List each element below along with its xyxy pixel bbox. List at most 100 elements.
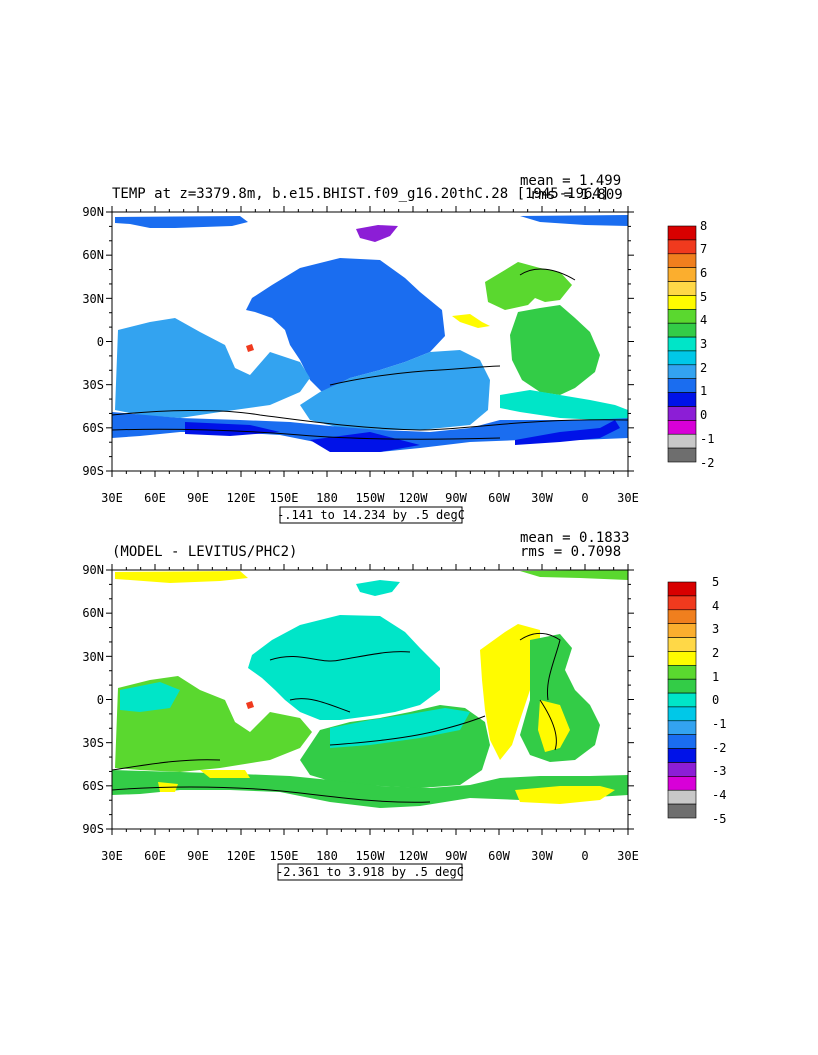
ocean-region: [452, 314, 490, 328]
lat-axis-labels: 90N 60N 30N 0 30S 60S 90S: [82, 563, 104, 836]
lon-label: 120W: [399, 849, 429, 863]
colorbar-swatch: [667, 433, 697, 449]
ocean-region: [120, 682, 180, 712]
colorbar-label: 0: [700, 408, 707, 422]
colorbar-swatch: [667, 225, 697, 241]
colorbar-labels: 8 7 6 5 4 3 2 1 0 -1 -2: [700, 219, 714, 470]
ocean-region: [115, 216, 248, 228]
colorbar-swatch: [667, 295, 697, 310]
contour-line: [329, 365, 501, 386]
contour-line: [519, 268, 576, 281]
ocean-region: [185, 422, 280, 436]
colorbar-swatch: [667, 664, 697, 680]
colorbar-label: 5: [700, 290, 707, 304]
colorbar-label: -2: [712, 741, 726, 755]
ocean-region: [248, 615, 440, 720]
colorbar-swatch: [667, 336, 697, 352]
colorbar-swatch: [667, 350, 697, 366]
lat-label: 90N: [82, 563, 104, 577]
lon-label: 120E: [227, 849, 256, 863]
ocean-region: [520, 570, 628, 580]
colorbar-swatch: [667, 789, 697, 805]
ocean-region: [330, 708, 470, 748]
ocean-region: [112, 770, 628, 808]
lat-label: 30N: [82, 292, 104, 306]
colorbar-label: 4: [700, 313, 707, 327]
lat-label: 0: [97, 693, 104, 707]
colorbar-swatch: [667, 706, 697, 722]
ocean-region: [485, 262, 572, 310]
colorbar-swatch: [667, 692, 697, 708]
contour-line: [111, 786, 431, 803]
colorbar-swatch: [667, 776, 697, 791]
colorbar-swatch: [667, 281, 697, 296]
lon-label: 120E: [227, 491, 256, 505]
lon-label: 30E: [617, 491, 639, 505]
lon-label: 60W: [488, 491, 510, 505]
contour-line: [111, 428, 501, 440]
axis-ticks: [106, 206, 634, 477]
colorbar-swatch: [667, 581, 697, 597]
colorbar-label: 7: [700, 242, 707, 256]
map-field: [111, 570, 628, 808]
colorbar-label: -1: [712, 717, 726, 731]
colorbar-label: 1: [700, 384, 707, 398]
panel-temperature: mean = 1.499 rms = 1.809 TEMP at z=3379.…: [82, 173, 714, 524]
lat-label: 90S: [82, 464, 104, 478]
colorbar-label: 8: [700, 219, 707, 233]
lat-label: 30S: [82, 378, 104, 392]
colorbar-swatch: [667, 720, 697, 735]
colorbar-label: 1: [712, 670, 719, 684]
colorbar-swatch: [667, 447, 697, 463]
lon-label: 150W: [356, 849, 386, 863]
colorbar-label: 3: [712, 622, 719, 636]
contour-line: [111, 759, 221, 771]
ocean-region: [115, 571, 248, 583]
contour-line: [519, 632, 561, 701]
colorbar-label: 2: [712, 646, 719, 660]
colorbar-label: 2: [700, 361, 707, 375]
lon-label: 30E: [617, 849, 639, 863]
axis-ticks: [106, 564, 634, 835]
ocean-region: [356, 225, 398, 242]
panel-difference: mean = 0.1833 rms = 0.7098 (MODEL - LEVI…: [82, 530, 726, 881]
lon-label: 120W: [399, 491, 429, 505]
colorbar-label: -3: [712, 764, 726, 778]
colorbar-swatch: [667, 678, 697, 694]
colorbar-label: -4: [712, 788, 726, 802]
ocean-region: [510, 305, 600, 395]
ocean-region: [520, 215, 628, 226]
colorbar-swatch: [667, 308, 697, 324]
range-box: [277, 863, 463, 881]
lat-axis-labels: 90N 60N 30N 0 30S 60S 90S: [82, 205, 104, 478]
ocean-region: [246, 701, 254, 709]
mean-label: mean = 1.499: [520, 173, 621, 189]
map-title: TEMP at z=3379.8m, b.e15.BHIST.f09_g16.2…: [112, 186, 609, 202]
lon-label: 90W: [445, 491, 467, 505]
map-frame: [106, 564, 634, 835]
lat-label: 60S: [82, 421, 104, 435]
lon-label: 30E: [101, 491, 123, 505]
colorbar-swatch: [667, 623, 697, 638]
range-label: -.141 to 14.234 by .5 degC: [277, 508, 465, 522]
map-title: (MODEL - LEVITUS/PHC2): [112, 544, 297, 560]
contour-line: [269, 651, 411, 662]
ocean-region: [515, 786, 615, 804]
ocean-region: [480, 624, 540, 760]
colorbar-label: -1: [700, 432, 714, 446]
lon-axis-labels: 30E 60E 90E 120E 150E 180 150W 120W 90W …: [101, 849, 639, 863]
colorbar-swatch: [667, 322, 697, 338]
ocean-region: [246, 258, 445, 392]
lon-label: 60E: [144, 491, 166, 505]
colorbar-swatch: [667, 651, 697, 666]
colorbar-swatch: [667, 253, 697, 269]
mean-label: mean = 0.1833: [520, 530, 630, 546]
lat-label: 90N: [82, 205, 104, 219]
lon-label: 30E: [101, 849, 123, 863]
colorbar-swatch: [667, 637, 697, 652]
ocean-region: [515, 420, 620, 445]
colorbar-swatch: [667, 364, 697, 379]
lon-label: 150E: [270, 849, 299, 863]
ocean-region: [200, 770, 250, 778]
colorbar-swatch: [667, 267, 697, 282]
